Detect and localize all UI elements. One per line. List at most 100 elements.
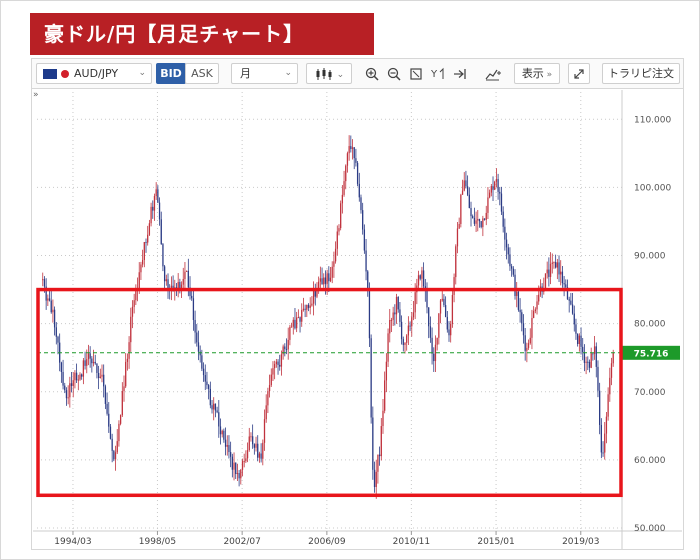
add-indicator-icon[interactable] bbox=[482, 63, 504, 84]
y-tick-label: 60.000 bbox=[634, 456, 666, 466]
candle-body bbox=[147, 234, 149, 243]
candle-body bbox=[243, 461, 245, 463]
candle-body bbox=[411, 317, 413, 327]
candle-body bbox=[380, 426, 382, 457]
candle-body bbox=[118, 423, 120, 442]
trap-repeat-order-button[interactable]: トラリピ注文 bbox=[602, 63, 680, 84]
candle-body bbox=[143, 241, 145, 260]
candle-body bbox=[236, 473, 239, 475]
candle-body bbox=[297, 317, 300, 319]
candle-body bbox=[87, 353, 90, 360]
currency-pair-label: AUD/JPY bbox=[74, 67, 119, 80]
candle-body bbox=[81, 374, 83, 377]
chart-type-select[interactable]: ⌄ bbox=[306, 63, 352, 84]
candle-body bbox=[241, 461, 244, 470]
y-axis-scale-icon[interactable]: Y bbox=[428, 63, 448, 84]
candle-body bbox=[419, 275, 421, 279]
x-tick-label: 2002/07 bbox=[223, 537, 260, 547]
candle-body bbox=[79, 374, 81, 380]
candle-body bbox=[106, 403, 108, 414]
candle-body bbox=[507, 247, 509, 255]
candle-body bbox=[455, 246, 457, 278]
candle-body bbox=[121, 391, 123, 416]
candle-body bbox=[229, 452, 232, 457]
candle-body bbox=[311, 303, 313, 306]
range-highlight-box bbox=[36, 287, 623, 498]
candle-body bbox=[299, 317, 301, 322]
candle-body bbox=[252, 436, 254, 445]
period-select[interactable]: 月 ⌄ bbox=[231, 63, 298, 84]
candle-body bbox=[57, 336, 59, 343]
candle-body bbox=[82, 360, 85, 377]
zoom-in-icon[interactable] bbox=[362, 63, 382, 84]
candle-body bbox=[74, 372, 76, 381]
candle-body bbox=[436, 337, 438, 345]
candle-body bbox=[341, 194, 344, 204]
candle-body bbox=[490, 186, 492, 193]
candle-body bbox=[231, 456, 233, 470]
x-tick-label: 2015/01 bbox=[477, 537, 514, 547]
candle-body bbox=[583, 352, 586, 363]
candle-body bbox=[42, 279, 44, 281]
page-title: 豪ドル/円【月足チャート】 bbox=[30, 13, 374, 55]
candle-body bbox=[565, 284, 567, 288]
candle-body bbox=[319, 278, 322, 282]
ask-button[interactable]: ASK bbox=[185, 63, 219, 84]
candle-body bbox=[610, 363, 613, 378]
candle-body bbox=[482, 218, 484, 228]
sidebar-toggle-icon[interactable]: » bbox=[33, 90, 39, 100]
candle-body bbox=[92, 361, 95, 364]
candle-body bbox=[316, 288, 318, 297]
candle-body bbox=[407, 325, 410, 336]
y-tick-label: 80.000 bbox=[634, 320, 666, 330]
candle-body bbox=[466, 186, 469, 195]
x-tick-label: 1998/05 bbox=[139, 537, 176, 547]
candle-body bbox=[499, 191, 501, 194]
candle-body bbox=[570, 300, 572, 305]
display-options-button[interactable]: 表示 » bbox=[514, 63, 560, 84]
candle-body bbox=[593, 346, 596, 354]
zoom-out-icon[interactable] bbox=[384, 63, 404, 84]
jump-to-latest-icon[interactable] bbox=[450, 63, 470, 84]
candle-body bbox=[473, 218, 476, 224]
bid-button[interactable]: BID bbox=[156, 63, 186, 84]
candle-body bbox=[426, 290, 428, 308]
candle-body bbox=[389, 319, 391, 334]
fit-screen-icon[interactable] bbox=[406, 63, 426, 84]
candle-body bbox=[235, 462, 237, 474]
candle-body bbox=[307, 304, 310, 308]
candle-body bbox=[204, 375, 206, 382]
candle-body bbox=[233, 462, 235, 470]
candle-body bbox=[517, 291, 520, 310]
candle-body bbox=[548, 269, 550, 277]
chart-toolbar: AUD/JPY ⌄ BID ASK 月 ⌄ ⌄ Y 表示 » トラリピ注文 bbox=[31, 58, 684, 88]
candle-body bbox=[514, 274, 516, 296]
candle-body bbox=[483, 218, 486, 220]
candle-body bbox=[355, 158, 357, 163]
candle-body bbox=[478, 219, 481, 222]
candle-body bbox=[477, 219, 479, 221]
candle-body bbox=[340, 203, 342, 229]
candle-body bbox=[253, 444, 255, 448]
candle-body bbox=[607, 394, 609, 417]
currency-pair-select[interactable]: AUD/JPY ⌄ bbox=[36, 63, 152, 84]
candle-body bbox=[302, 308, 305, 311]
candle-body bbox=[185, 270, 188, 272]
candle-body bbox=[223, 430, 225, 440]
candle-body bbox=[267, 391, 269, 406]
candle-body bbox=[414, 292, 416, 313]
candle-body bbox=[260, 453, 262, 459]
candle-body bbox=[84, 360, 86, 366]
candle-body bbox=[240, 469, 242, 479]
expand-icon[interactable] bbox=[568, 63, 590, 84]
candle-body bbox=[412, 312, 415, 318]
candle-body bbox=[444, 305, 447, 317]
candle-body bbox=[554, 262, 557, 268]
candle-body bbox=[494, 181, 496, 190]
candle-body bbox=[395, 296, 398, 315]
candle-body bbox=[353, 147, 355, 159]
candle-body bbox=[600, 424, 602, 453]
candle-body bbox=[524, 335, 526, 351]
candle-body bbox=[475, 220, 477, 224]
candle-body bbox=[213, 403, 215, 410]
